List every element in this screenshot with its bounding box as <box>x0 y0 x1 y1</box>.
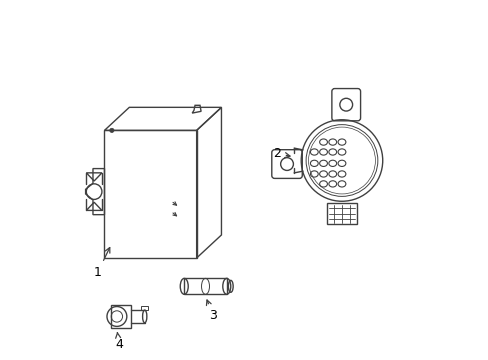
Text: 1: 1 <box>94 248 110 279</box>
Text: 3: 3 <box>206 300 217 322</box>
Text: 4: 4 <box>115 333 123 351</box>
Text: 2: 2 <box>272 147 289 160</box>
Circle shape <box>109 128 114 132</box>
